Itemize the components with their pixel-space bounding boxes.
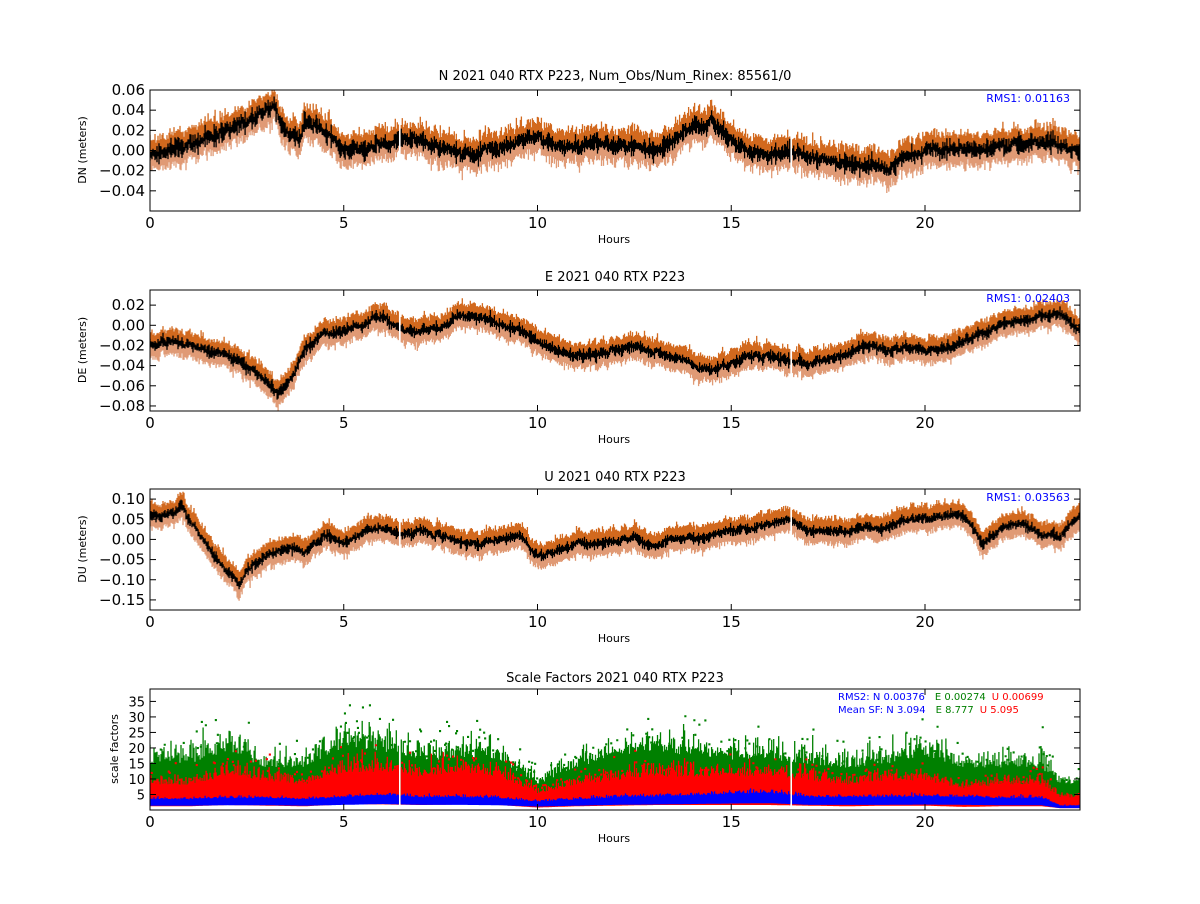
y-tick-label: 5: [137, 788, 145, 803]
panel-sf-ylabel: scale factors: [108, 714, 121, 784]
x-tick-label: 10: [528, 214, 547, 232]
meansf-n: Mean SF: N 3.094: [838, 705, 926, 716]
rms2-u: U 0.00699: [992, 692, 1044, 703]
panel-e-ylabel: DE (meters): [76, 317, 89, 383]
lower-sigma-band: [150, 504, 1080, 601]
panel-sf-plot: [150, 704, 1080, 809]
x-tick-label: 20: [915, 613, 934, 631]
rms2-e: E 0.00274: [935, 692, 986, 703]
y-tick-label: 0.02: [112, 121, 145, 139]
panel-n-plot: [150, 90, 1080, 193]
x-tick-label: 15: [722, 813, 741, 831]
panel-sf-xticks: 0 5 10 15 20: [145, 689, 935, 831]
x-tick-label: 15: [722, 414, 741, 432]
panel-u-yticks: 0.10 0.05 0.00 −0.05 −0.10 −0.15: [99, 490, 1080, 609]
y-tick-label: 0.05: [112, 510, 145, 528]
y-tick-label: 35: [128, 695, 145, 710]
y-tick-label: −0.10: [99, 571, 145, 589]
y-tick-label: −0.02: [99, 162, 145, 180]
panel-e-title: E 2021 040 RTX P223: [545, 270, 685, 285]
meansf-u: U 5.095: [980, 705, 1019, 716]
panel-sf-frame: [149, 688, 1081, 811]
meansf-e: E 8.777: [936, 705, 974, 716]
y-tick-label: 30: [128, 711, 145, 726]
panel-u-ylabel: DU (meters): [76, 515, 89, 582]
panel-n-title: N 2021 040 RTX P223, Num_Obs/Num_Rinex: …: [439, 69, 792, 84]
x-tick-label: 10: [528, 613, 547, 631]
panel-n-xlabel: Hours: [598, 233, 630, 246]
panel-n-xticks: 0 5 10 15 20: [145, 90, 935, 232]
panel-sf-title: Scale Factors 2021 040 RTX P223: [506, 671, 724, 686]
panel-u-plot: [150, 491, 1080, 601]
y-tick-label: 0.04: [112, 101, 145, 119]
x-tick-label: 0: [145, 813, 155, 831]
panel-e-xticks: 0 5 10 15 20: [145, 290, 935, 432]
panel-n-rms1: RMS1: 0.01163: [986, 92, 1070, 105]
x-tick-label: 5: [339, 214, 349, 232]
x-tick-label: 20: [915, 813, 934, 831]
panel-sf-rms2: RMS2: N 0.00376 E 0.00274 U 0.00699: [838, 692, 1044, 703]
y-tick-label: 10: [128, 773, 145, 788]
panel-n: N 2021 040 RTX P223, Num_Obs/Num_Rinex: …: [76, 69, 1081, 246]
y-tick-label: −0.04: [99, 357, 145, 375]
x-tick-label: 5: [339, 613, 349, 631]
y-tick-label: −0.05: [99, 551, 145, 569]
panel-u-rms1: RMS1: 0.03563: [986, 491, 1070, 504]
y-tick-label: −0.04: [99, 182, 145, 200]
y-tick-label: −0.02: [99, 336, 145, 354]
y-tick-label: 20: [128, 742, 145, 757]
panel-n-ylabel: DN (meters): [76, 116, 89, 184]
position-series-line: [150, 96, 1080, 178]
scale-factor-outliers-e: [159, 704, 1080, 786]
panel-e-plot: [150, 298, 1080, 411]
x-tick-label: 0: [145, 414, 155, 432]
position-series-line: [150, 306, 1080, 400]
panel-n-yticks: 0.06 0.04 0.02 0.00 −0.02 −0.04: [99, 81, 1080, 200]
y-tick-label: 0.00: [112, 142, 145, 160]
panel-e-rms1: RMS1: 0.02403: [986, 292, 1070, 305]
x-tick-label: 10: [528, 813, 547, 831]
y-tick-label: 0.06: [112, 81, 145, 99]
x-tick-label: 10: [528, 414, 547, 432]
x-tick-label: 20: [915, 214, 934, 232]
panel-u: U 2021 040 RTX P223 0 5 10 15 20 0.10 0.05 0.0…: [76, 470, 1081, 645]
x-tick-label: 5: [339, 813, 349, 831]
panel-sf-meansf: Mean SF: N 3.094 E 8.777 U 5.095: [838, 705, 1019, 716]
y-tick-label: 0.00: [112, 316, 145, 334]
panel-u-title: U 2021 040 RTX P223: [544, 470, 686, 485]
panel-u-xticks: 0 5 10 15 20: [145, 489, 935, 631]
y-tick-label: 0.02: [112, 296, 145, 314]
x-tick-label: 15: [722, 214, 741, 232]
panel-e: E 2021 040 RTX P223 0 5 10 15 20 0.02 0.00 −0.…: [76, 270, 1081, 446]
panel-u-frame: [149, 488, 1081, 611]
rms2-n: RMS2: N 0.00376: [838, 692, 925, 703]
y-tick-label: 25: [128, 726, 145, 741]
panel-e-yticks: 0.02 0.00 −0.02 −0.04 −0.06 −0.08: [99, 296, 1080, 415]
y-tick-label: −0.15: [99, 591, 145, 609]
x-tick-label: 15: [722, 613, 741, 631]
x-tick-label: 0: [145, 613, 155, 631]
panel-sf: Scale Factors 2021 040 RTX P223 0 5 10 15 20…: [108, 671, 1081, 845]
panel-u-xlabel: Hours: [598, 632, 630, 645]
y-tick-label: 0.10: [112, 490, 145, 508]
panel-sf-xlabel: Hours: [598, 832, 630, 845]
y-tick-label: 15: [128, 757, 145, 772]
position-series-line: [150, 499, 1080, 590]
scale-factor-series-u: [150, 749, 1080, 809]
y-tick-label: −0.06: [99, 377, 145, 395]
scale-factor-series-n: [150, 788, 1080, 809]
x-tick-label: 5: [339, 414, 349, 432]
y-tick-label: −0.08: [99, 397, 145, 415]
panel-e-xlabel: Hours: [598, 433, 630, 446]
x-tick-label: 0: [145, 214, 155, 232]
y-tick-label: 0.00: [112, 530, 145, 548]
scale-factor-outliers-u: [150, 744, 1080, 796]
panel-e-frame: [149, 289, 1081, 412]
x-tick-label: 20: [915, 414, 934, 432]
